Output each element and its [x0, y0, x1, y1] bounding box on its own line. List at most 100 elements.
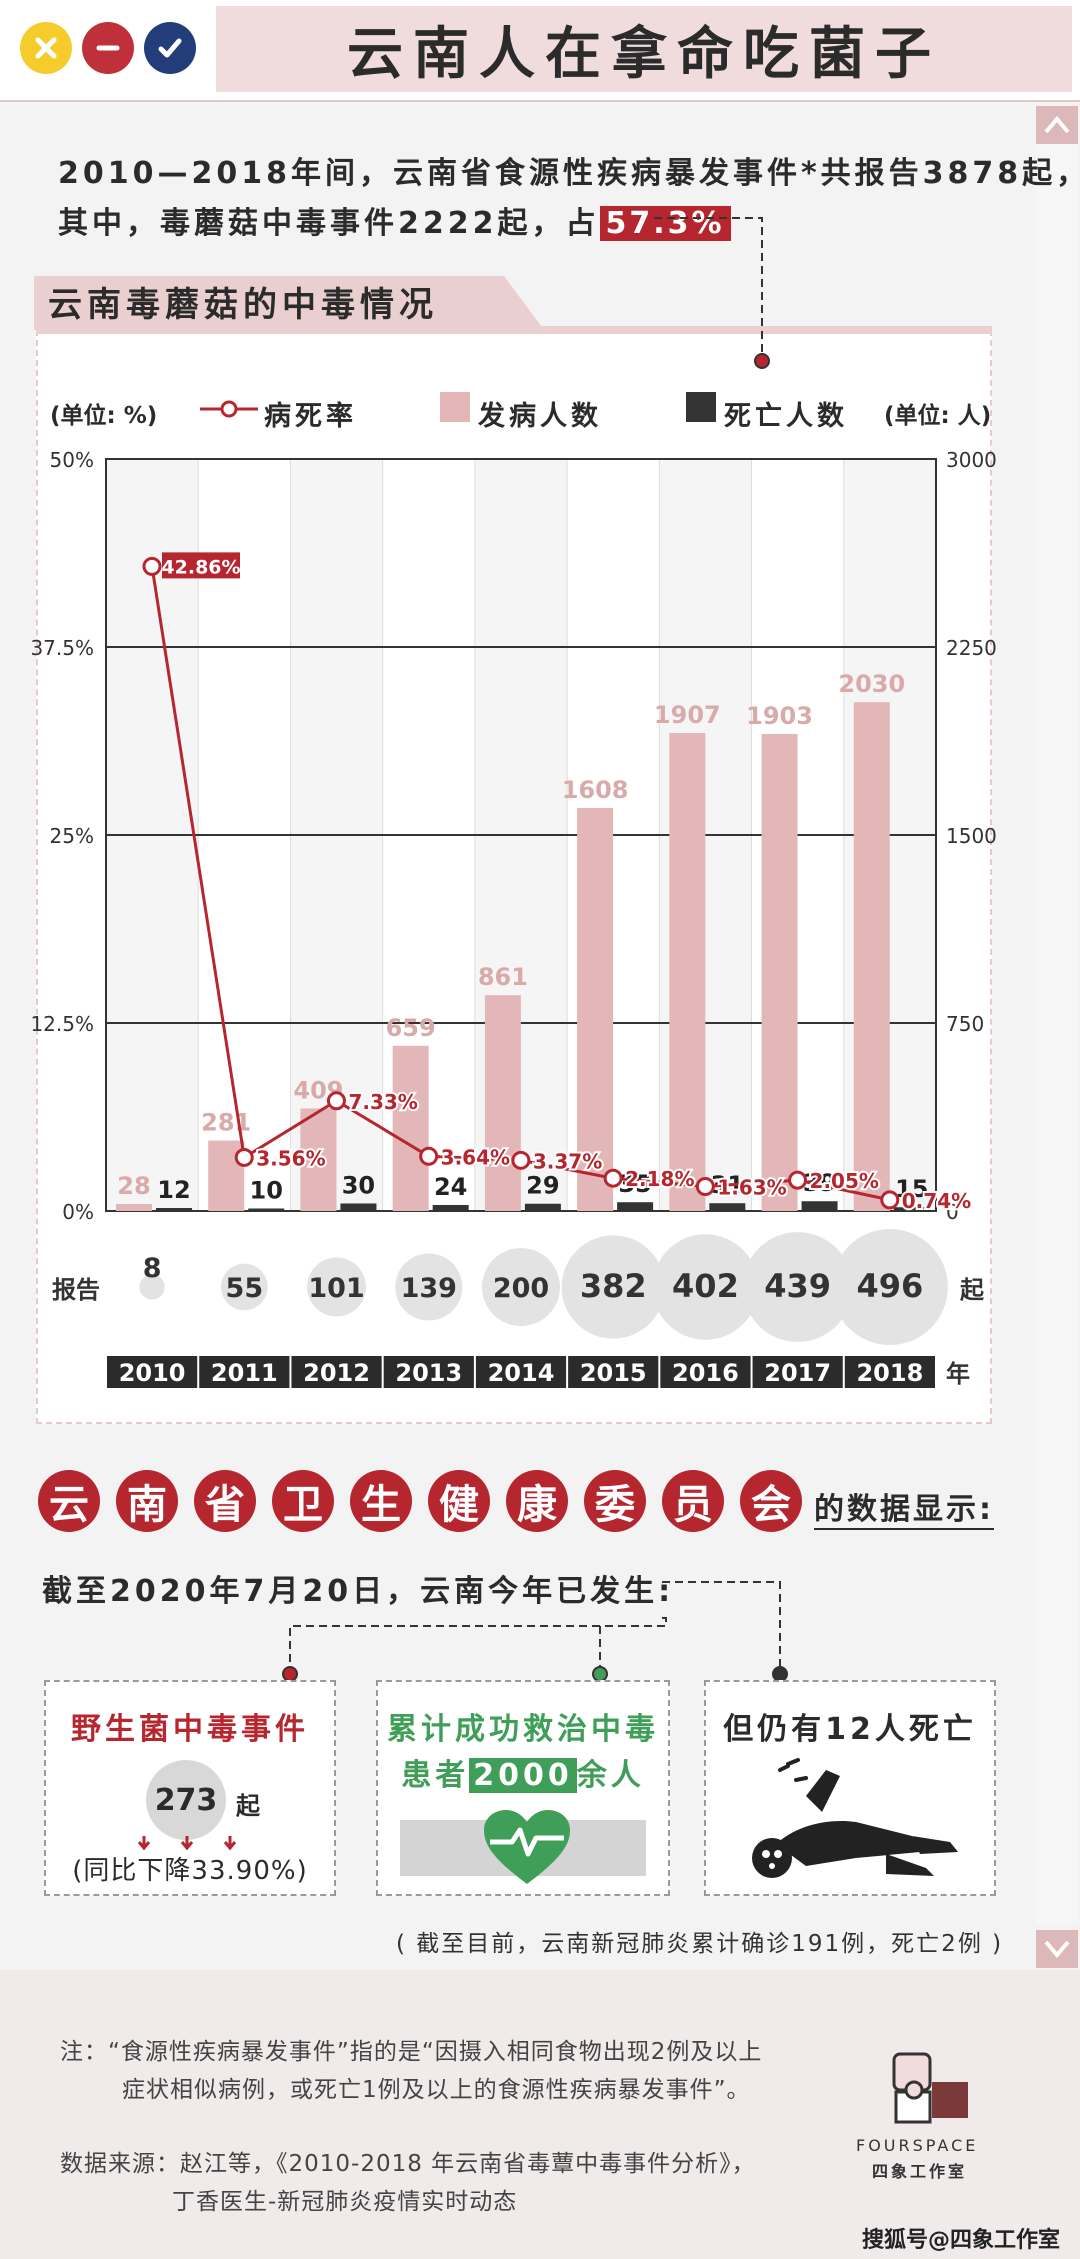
rate-value-label: 1.63% [717, 1175, 786, 1199]
rate-value-label: 0.74% [902, 1189, 971, 1213]
rescued-post: 余人 [576, 1758, 645, 1793]
deaths-bar [248, 1208, 285, 1211]
committee-char-badge: 南 [116, 1470, 178, 1532]
as-of-text: 截至2020年7月20日，云南今年已发生: [42, 1574, 675, 1609]
rate-point [695, 1176, 715, 1196]
logo-chinese: 四象工作室 [872, 2162, 968, 2181]
year-cell [660, 1356, 751, 1388]
committee-char-badge: 省 [194, 1470, 256, 1532]
left-tick-label: 50% [50, 448, 94, 472]
rate-point [419, 1146, 439, 1166]
report-value-label: 55 [226, 1273, 264, 1304]
deaths-value-label: 12 [157, 1176, 190, 1204]
right-tick-label: 0 [946, 1200, 959, 1224]
cases-value-label: 861 [478, 963, 528, 991]
rate-value-label: 2.05% [810, 1169, 879, 1193]
chart-panel-top [36, 326, 992, 334]
rate-point [326, 1091, 346, 1111]
note-line-1: 注：“食源性疾病暴发事件”指的是“因摄入相同食物出现2例及以上 [60, 2039, 763, 2065]
deaths-bar [156, 1207, 192, 1211]
deaths-value-label: 35 [618, 1170, 651, 1198]
report-bubble [652, 1234, 759, 1340]
legend-deaths: 死亡人数 [724, 401, 848, 432]
committee-suffix: 的数据显示: [814, 1484, 994, 1530]
committee-char-badge: 员 [662, 1470, 724, 1532]
scroll-down-button[interactable] [1036, 1930, 1078, 1968]
deaths-card-title: 但仍有12人死亡 [723, 1712, 977, 1747]
check-icon [158, 38, 182, 58]
cases-bar [484, 995, 521, 1211]
year-cell [383, 1356, 474, 1388]
deaths-value-label: 24 [434, 1173, 467, 1201]
left-tick-label: 37.5% [30, 636, 94, 660]
watermark: 搜狐号@四象工作室 [862, 2228, 1061, 2253]
wild-card-count: 273 [146, 1760, 226, 1840]
intro-highlight: 57.3% [599, 206, 731, 241]
year-label: 2012 [303, 1359, 370, 1387]
scroll-up-button[interactable] [1036, 106, 1078, 144]
right-axis-unit: (单位: 人) [884, 403, 992, 429]
cases-value-label: 1608 [562, 776, 629, 804]
right-tick-label: 750 [946, 1012, 984, 1036]
note-line-2: 症状相似病例，或死亡1例及以上的食源性疾病暴发事件”。 [122, 2077, 751, 2103]
page-title: 云南人在拿命吃菌子 [216, 6, 1072, 92]
scrollbar-track[interactable] [1036, 144, 1078, 1924]
year-label: 2015 [580, 1359, 647, 1387]
poisoning-chart: 50% 3000 37.5% 2250 25% 1500 12.5% 750 0% 0 28 12 28… [30, 217, 997, 1388]
rate-value-label: 3.64% [441, 1145, 510, 1169]
committee-char-badge: 生 [350, 1470, 412, 1532]
header-bar: 云南人在拿命吃菌子 [0, 0, 1080, 102]
rate-point [603, 1168, 623, 1188]
cases-value-label: 28 [117, 1172, 150, 1200]
cases-bar [300, 1108, 337, 1211]
close-button[interactable] [20, 22, 72, 74]
rate-point [234, 1147, 254, 1167]
reports-unit: 起 [959, 1276, 985, 1304]
rate-value-label: 3.56% [256, 1146, 325, 1170]
left-tick-label: 0% [62, 1200, 94, 1224]
source-line-2: 丁香医生-新冠肺炎疫情实时动态 [172, 2189, 518, 2215]
rescued-card: 累计成功救治中毒 患者 2000 余人 [376, 1680, 670, 1896]
year-cell [107, 1356, 198, 1388]
report-value-label: 101 [308, 1273, 364, 1304]
report-value-label: 139 [401, 1273, 457, 1304]
year-label: 2013 [395, 1359, 462, 1387]
deaths-bar [524, 1203, 561, 1211]
report-value-label: 496 [856, 1267, 923, 1305]
deaths-bar [801, 1201, 838, 1211]
left-axis-unit: (单位: %) [50, 403, 158, 429]
deaths-bar [432, 1204, 469, 1211]
year-label: 2010 [119, 1359, 186, 1387]
deaths-value-label: 30 [342, 1171, 375, 1199]
year-cell [475, 1356, 567, 1388]
cases-bar [669, 732, 706, 1211]
rate-point [788, 1170, 808, 1190]
year-cell [752, 1356, 843, 1388]
confirm-button[interactable] [144, 22, 196, 74]
cases-bar [853, 702, 890, 1211]
deaths-bar [893, 1207, 930, 1211]
minimize-button[interactable] [82, 22, 134, 74]
intro-connector [654, 217, 763, 356]
connector-lines [282, 1581, 788, 1682]
deaths-value-label: 10 [250, 1176, 283, 1204]
year-label: 2018 [856, 1359, 923, 1387]
right-tick-label: 2250 [946, 636, 997, 660]
rate-value-label: 2.18% [625, 1167, 694, 1191]
year-cell [291, 1356, 382, 1388]
report-value-label: 439 [764, 1267, 831, 1305]
wild-card-count-unit: 起 [236, 1792, 260, 1820]
deaths-bar [709, 1203, 746, 1211]
reports-label: 报告 [52, 1276, 100, 1304]
deaths-card: 但仍有12人死亡 [704, 1680, 996, 1896]
heart-pulse-icon [484, 1810, 570, 1884]
year-label: 2011 [211, 1359, 278, 1387]
year-cell [199, 1356, 290, 1388]
right-tick-label: 3000 [946, 448, 997, 472]
rate-value-label: 3.37% [533, 1149, 602, 1173]
cases-legend-icon [440, 392, 470, 422]
chevron-up-icon [1044, 115, 1070, 134]
report-bubble [139, 1274, 165, 1300]
deaths-legend-icon [686, 392, 716, 422]
